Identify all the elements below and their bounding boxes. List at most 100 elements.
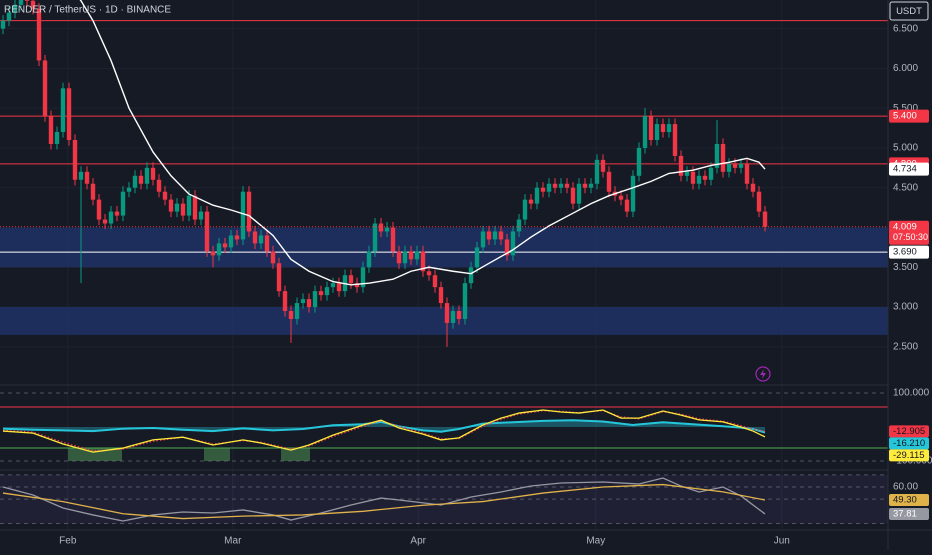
candle-body xyxy=(6,12,12,21)
candle-body xyxy=(324,287,330,296)
candle-body xyxy=(126,187,132,192)
candle-body xyxy=(624,199,630,212)
candle-body xyxy=(408,251,414,260)
candle-body xyxy=(102,219,108,224)
indicator-line xyxy=(2,419,766,434)
x-tick-label: Feb xyxy=(59,536,77,547)
candle-body xyxy=(132,175,138,188)
indicator-line xyxy=(2,483,766,520)
highlight xyxy=(281,448,310,461)
price-tag-text: -12.905 xyxy=(893,426,925,437)
indicator-pane xyxy=(0,474,888,524)
candle-body xyxy=(42,60,48,117)
candle-body xyxy=(108,211,114,224)
candle-body xyxy=(240,191,246,240)
x-tick-label: May xyxy=(586,536,605,547)
candle-body xyxy=(486,231,492,240)
price-tag: -29.115 xyxy=(889,449,929,462)
candle-body xyxy=(600,159,606,172)
candle-body xyxy=(576,183,582,204)
candle-body xyxy=(96,199,102,220)
x-tick-label: Apr xyxy=(410,536,426,547)
candle-body xyxy=(234,235,240,240)
currency-button[interactable] xyxy=(889,1,929,21)
indicator-line xyxy=(2,409,766,453)
candle-body xyxy=(198,211,204,220)
candle-body xyxy=(450,311,456,323)
y-tick-label: 100.000 xyxy=(893,388,930,399)
price-pane xyxy=(0,0,888,347)
candle-body xyxy=(648,116,654,140)
highlight xyxy=(204,448,230,461)
candle-body xyxy=(354,283,360,288)
axis-labels: Feb Mar Apr May Jun 6.500 6.000 5.500 5.000 4.500… xyxy=(59,23,932,546)
y-tick-label: 4.500 xyxy=(893,182,918,193)
candle-body xyxy=(420,251,426,272)
candle-body xyxy=(492,231,498,240)
candle-body xyxy=(282,291,288,312)
candle-body xyxy=(228,235,234,248)
candle-body xyxy=(312,291,318,308)
alert-circle[interactable] xyxy=(755,366,771,382)
alert-icon[interactable] xyxy=(755,366,771,382)
x-tick-label: Mar xyxy=(224,536,242,547)
candle-body xyxy=(534,187,540,204)
candle-body xyxy=(156,179,162,192)
candle-body xyxy=(762,211,768,227)
price-tag-text: -16.210 xyxy=(893,438,925,449)
price-tag-text: -29.115 xyxy=(893,450,925,461)
price-tag: 3.690 xyxy=(889,245,929,259)
candle-body xyxy=(12,4,18,13)
zone xyxy=(0,227,888,268)
y-tick-label: 3.000 xyxy=(893,302,918,313)
candle-body xyxy=(204,211,210,252)
price-tag: 49.30 xyxy=(889,494,929,506)
indicator-line xyxy=(2,477,766,522)
candle-body xyxy=(378,223,384,232)
price-tag-box xyxy=(889,494,929,506)
x-tick-label: Jun xyxy=(774,536,790,547)
price-tag-text: 5.400 xyxy=(893,111,917,122)
candle-body xyxy=(60,88,66,133)
price-tag-text: 37.81 xyxy=(893,508,917,519)
candle-body xyxy=(162,191,168,200)
candle-body xyxy=(636,147,642,176)
candle-body xyxy=(480,231,486,248)
candle-body xyxy=(618,195,624,200)
candle-body xyxy=(72,140,78,180)
price-tag: -16.210 xyxy=(889,437,929,450)
candle-body xyxy=(726,163,732,172)
candle-body xyxy=(552,183,558,188)
candle-body xyxy=(306,299,312,308)
candle-body xyxy=(300,299,306,304)
candle-body xyxy=(90,183,96,200)
y-tick-label: 5.000 xyxy=(893,143,918,154)
countdown: 07:50:30 xyxy=(893,232,928,242)
candle-body xyxy=(390,227,396,252)
candle-body xyxy=(732,163,738,168)
price-tag: 37.81 xyxy=(889,507,929,520)
price-tag-text: 4.009 xyxy=(893,221,917,232)
candle-body xyxy=(540,187,546,192)
candle-body xyxy=(48,116,54,144)
candle-body xyxy=(372,223,378,252)
candle-body xyxy=(462,283,468,319)
highlight xyxy=(68,448,122,461)
candle-body xyxy=(522,199,528,220)
price-tag-box xyxy=(889,109,929,123)
alert-bolt[interactable] xyxy=(760,369,766,379)
candle-body xyxy=(84,171,90,184)
candle-body xyxy=(720,143,726,172)
currency[interactable]: USDT xyxy=(896,6,922,17)
candle-body xyxy=(654,124,660,140)
candle-body xyxy=(78,171,84,180)
candle-body xyxy=(606,171,612,192)
price-tag-box xyxy=(889,425,929,438)
candle-body xyxy=(708,167,714,180)
candle-body xyxy=(444,303,450,323)
candle-body xyxy=(756,191,762,212)
candle-body xyxy=(66,88,72,140)
zone xyxy=(0,307,888,335)
